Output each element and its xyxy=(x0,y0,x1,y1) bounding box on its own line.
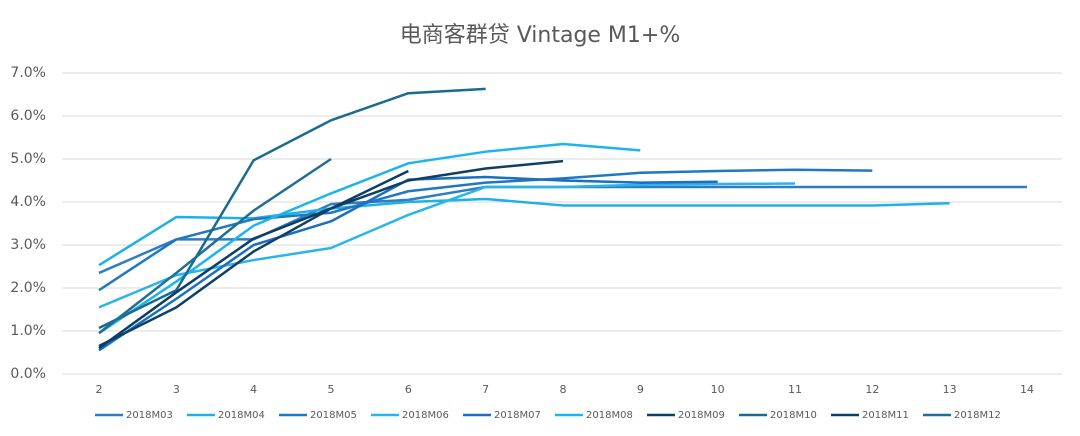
legend-label: 2018M10 xyxy=(770,410,817,421)
y-tick-label: 7.0% xyxy=(10,65,46,81)
legend-label: 2018M12 xyxy=(954,410,1001,421)
series-line xyxy=(98,169,409,350)
legend-label: 2018M04 xyxy=(218,410,265,421)
series-line xyxy=(98,142,641,335)
y-tick-label: 2.0% xyxy=(10,280,46,296)
legend-label: 2018M09 xyxy=(678,410,725,421)
y-tick-label: 4.0% xyxy=(10,194,46,210)
legend-label: 2018M03 xyxy=(126,410,173,421)
x-tick-label: 8 xyxy=(560,383,567,396)
x-tick-label: 13 xyxy=(943,383,957,396)
series-line xyxy=(98,197,950,267)
x-tick-label: 11 xyxy=(788,383,802,396)
x-tick-label: 12 xyxy=(865,383,879,396)
x-tick-label: 4 xyxy=(250,383,257,396)
y-tick-label: 0.0% xyxy=(10,366,46,382)
y-tick-label: 6.0% xyxy=(10,108,46,124)
x-tick-label: 7 xyxy=(482,383,489,396)
series-line xyxy=(98,157,332,335)
x-tick-label: 5 xyxy=(328,383,335,396)
legend-label: 2018M07 xyxy=(494,410,541,421)
x-tick-label: 2 xyxy=(96,383,103,396)
x-tick-label: 3 xyxy=(173,383,180,396)
series-line xyxy=(98,87,486,330)
x-tick-label: 10 xyxy=(711,383,725,396)
y-tick-label: 1.0% xyxy=(10,323,46,339)
series-line xyxy=(98,168,873,292)
y-tick-label: 3.0% xyxy=(10,237,46,253)
legend-label: 2018M06 xyxy=(402,410,449,421)
legend-label: 2018M11 xyxy=(862,410,909,421)
legend-label: 2018M08 xyxy=(586,410,633,421)
series-line xyxy=(98,182,796,309)
x-tick-label: 14 xyxy=(1020,383,1034,396)
chart-title: 电商客群贷 Vintage M1+% xyxy=(400,23,681,48)
legend-label: 2018M05 xyxy=(310,410,357,421)
x-tick-label: 9 xyxy=(637,383,644,396)
y-tick-label: 5.0% xyxy=(10,151,46,167)
x-tick-label: 6 xyxy=(405,383,412,396)
